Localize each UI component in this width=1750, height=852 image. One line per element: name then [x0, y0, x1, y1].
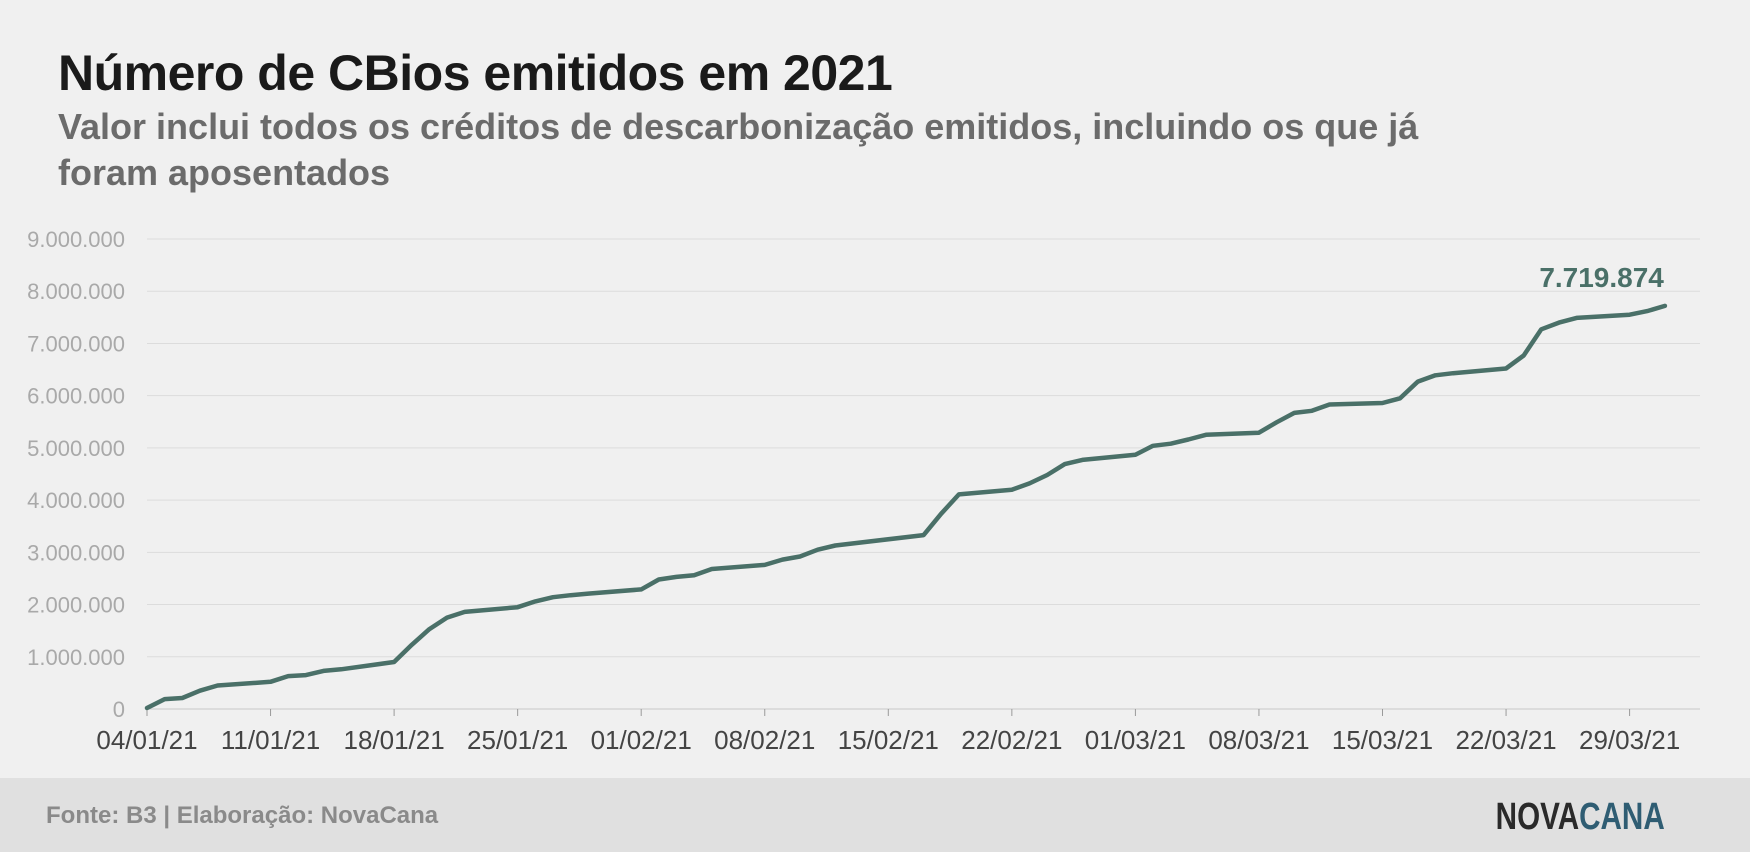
y-tick-label: 2.000.000	[27, 593, 125, 618]
x-tick-label: 29/03/21	[1579, 725, 1680, 755]
y-tick-label: 8.000.000	[27, 279, 125, 304]
x-tick-label: 11/01/21	[221, 725, 320, 755]
y-tick-label: 3.000.000	[27, 540, 125, 565]
y-tick-label: 7.000.000	[27, 331, 125, 356]
line-chart: 0 1.000.000 2.000.000 3.000.000 4.000.000 5.0…	[27, 227, 1700, 755]
x-tick-label: 22/02/21	[961, 725, 1062, 755]
x-axis-ticks: 04/01/21 11/01/21 18/01/21 25/01/21 01/02/21…	[96, 709, 1680, 755]
x-tick-label: 04/01/21	[96, 725, 197, 755]
y-tick-label: 6.000.000	[27, 384, 125, 409]
x-tick-label: 22/03/21	[1455, 725, 1556, 755]
x-tick-label: 01/03/21	[1085, 725, 1186, 755]
y-tick-label: 5.000.000	[27, 436, 125, 461]
x-tick-label: 08/03/21	[1208, 725, 1309, 755]
source-note: Fonte: B3 | Elaboração: NovaCana	[46, 802, 439, 829]
chart-subtitle: Valor inclui todos os créditos de descar…	[58, 106, 1419, 193]
x-tick-label: 01/02/21	[591, 725, 692, 755]
x-tick-label: 15/02/21	[838, 725, 939, 755]
y-tick-label: 1.000.000	[27, 645, 125, 670]
x-tick-label: 08/02/21	[714, 725, 815, 755]
y-axis-ticks: 0 1.000.000 2.000.000 3.000.000 4.000.000 5.0…	[27, 227, 125, 722]
novacana-logo: NOVACANA	[1496, 796, 1665, 839]
annotation-group: 7.719.874	[1539, 262, 1664, 293]
logo-part-nova: NOVA	[1495, 796, 1580, 838]
x-tick-label: 15/03/21	[1332, 725, 1433, 755]
y-tick-label: 9.000.000	[27, 227, 125, 252]
footer-bar: Fonte: B3 | Elaboração: NovaCana NOVACAN…	[0, 778, 1750, 852]
y-tick-label: 4.000.000	[27, 488, 125, 513]
gridlines	[147, 238, 1700, 710]
series-group	[144, 303, 1668, 711]
y-tick-label: 0	[113, 697, 125, 722]
series-line	[144, 303, 1668, 711]
x-tick-label: 25/01/21	[467, 725, 568, 755]
logo-part-cana: CANA	[1579, 796, 1665, 838]
end-value-label: 7.719.874	[1539, 262, 1664, 293]
x-tick-label: 18/01/21	[343, 725, 444, 755]
chart-title: Número de CBios emitidos em 2021	[58, 45, 893, 101]
